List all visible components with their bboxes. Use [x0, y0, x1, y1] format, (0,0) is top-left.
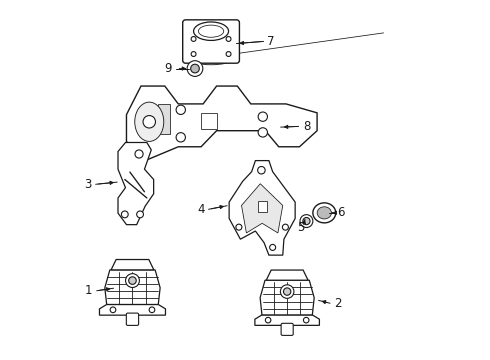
Polygon shape: [229, 161, 295, 255]
Circle shape: [176, 132, 185, 142]
Text: 7: 7: [267, 35, 274, 48]
Text: 3: 3: [84, 178, 92, 191]
Polygon shape: [201, 113, 217, 129]
Ellipse shape: [317, 207, 331, 219]
Circle shape: [258, 128, 268, 137]
Circle shape: [125, 274, 139, 288]
Circle shape: [122, 211, 128, 218]
Ellipse shape: [313, 203, 336, 223]
Text: 1: 1: [85, 284, 92, 297]
Polygon shape: [242, 184, 283, 233]
Circle shape: [187, 61, 203, 76]
Circle shape: [226, 36, 231, 41]
Circle shape: [300, 215, 313, 228]
Polygon shape: [105, 270, 160, 305]
FancyBboxPatch shape: [183, 20, 240, 63]
Text: 6: 6: [337, 206, 344, 219]
Circle shape: [191, 64, 199, 73]
Polygon shape: [258, 201, 267, 212]
Text: 4: 4: [197, 203, 205, 216]
Circle shape: [137, 211, 144, 218]
Text: 2: 2: [334, 297, 342, 310]
Polygon shape: [111, 260, 154, 270]
Circle shape: [143, 116, 155, 128]
Circle shape: [129, 277, 136, 284]
Circle shape: [258, 166, 265, 174]
Ellipse shape: [194, 22, 228, 40]
Ellipse shape: [135, 102, 164, 141]
Polygon shape: [255, 315, 319, 325]
Circle shape: [191, 51, 196, 57]
Circle shape: [280, 285, 294, 298]
Circle shape: [226, 51, 231, 57]
Text: 5: 5: [296, 221, 304, 234]
Circle shape: [284, 288, 291, 295]
Circle shape: [135, 150, 143, 158]
Circle shape: [303, 217, 310, 225]
Polygon shape: [118, 143, 154, 225]
Polygon shape: [266, 270, 308, 280]
Circle shape: [270, 244, 276, 251]
Circle shape: [303, 318, 309, 323]
Ellipse shape: [198, 25, 224, 37]
Circle shape: [236, 224, 242, 230]
Polygon shape: [126, 86, 317, 161]
Circle shape: [282, 224, 289, 230]
Polygon shape: [158, 104, 170, 134]
Circle shape: [266, 318, 271, 323]
Circle shape: [191, 36, 196, 41]
Circle shape: [258, 112, 268, 121]
Polygon shape: [260, 280, 314, 315]
FancyBboxPatch shape: [126, 313, 139, 325]
Polygon shape: [99, 305, 166, 315]
Circle shape: [110, 307, 116, 312]
Circle shape: [149, 307, 155, 312]
Circle shape: [176, 105, 185, 114]
Text: 9: 9: [165, 62, 172, 75]
FancyBboxPatch shape: [281, 323, 293, 336]
Text: 8: 8: [303, 120, 310, 133]
